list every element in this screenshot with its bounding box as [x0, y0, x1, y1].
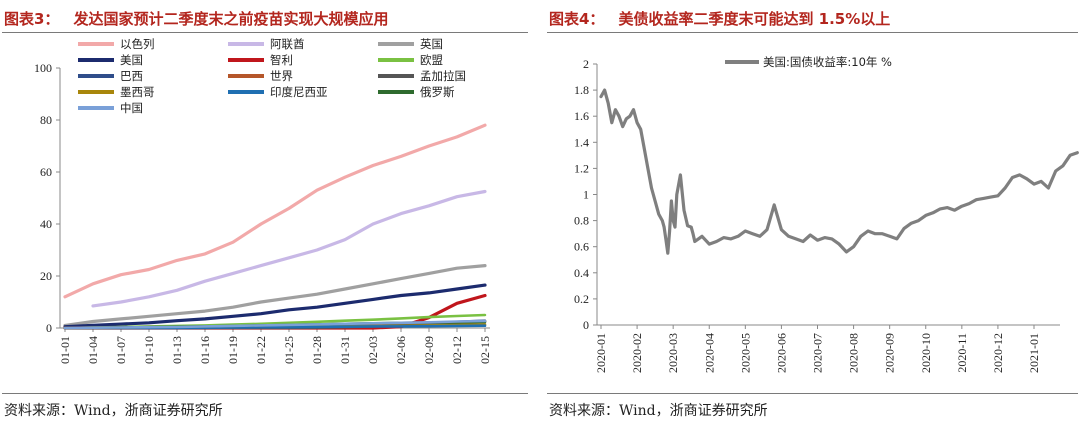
left-x-tick-label: 01-25 — [282, 336, 296, 364]
left-legend-label-2: 阿联酋 — [270, 37, 305, 51]
left-x-tick-label: 02-03 — [366, 336, 380, 364]
left-x-tick-label: 01-28 — [310, 336, 324, 364]
left-title-rule — [2, 32, 528, 33]
right-legend-label: 美国:国债收益率:10年 % — [763, 55, 892, 69]
left-legend-label-12: 俄罗斯 — [420, 85, 455, 99]
left-x-tick-label: 02-12 — [450, 336, 464, 364]
left-x-tick-label: 02-15 — [478, 336, 492, 364]
left-y-tick-label: 20 — [40, 269, 52, 283]
right-x-tick-label: 2020-12 — [991, 333, 1005, 373]
right-x-tick-label: 2020-02 — [630, 333, 644, 373]
right-x-tick-label: 2020-05 — [738, 333, 752, 373]
left-source-note: 资料来源：Wind，浙商证券研究所 — [4, 403, 223, 419]
left-series-line-1 — [63, 123, 487, 299]
left-series-line-13 — [63, 319, 487, 330]
left-figure-title: 图表3： 发达国家预计二季度末之前疫苗实现大规模应用 — [4, 8, 388, 29]
left-y-tick-label: 60 — [40, 165, 52, 179]
left-series-line-3 — [63, 264, 487, 327]
left-x-tick-label: 01-31 — [338, 336, 352, 364]
right-y-tick-label: 1.4 — [574, 135, 589, 149]
left-x-tick-label: 02-09 — [422, 336, 436, 364]
right-figure-number: 图表4： — [549, 10, 605, 28]
left-legend-label-7: 巴西 — [120, 69, 143, 83]
right-y-tick-label: 1.8 — [574, 83, 589, 97]
right-figure-title-text: 美债收益率二季度末可能达到 1.5%以上 — [618, 10, 891, 28]
right-y-tick-label: 0.6 — [574, 240, 589, 254]
left-y-tick-label: 0 — [46, 321, 52, 335]
right-y-tick-label: 1.6 — [574, 109, 589, 123]
left-x-tick-label: 01-19 — [226, 336, 240, 364]
vaccination-line-chart: 0 20 40 60 80 100 01-01 01-04 01-07 01-10 01-13 01-… — [34, 37, 492, 364]
right-series-line-yield — [599, 88, 1079, 255]
left-figure-number: 图表3： — [4, 10, 60, 28]
left-figure-title-text: 发达国家预计二季度末之前疫苗实现大规模应用 — [73, 10, 389, 28]
left-x-tick-label: 01-13 — [170, 336, 184, 364]
treasury-yield-line-chart: 0 0.2 0.4 0.6 0.8 1 1.2 1.4 1.6 1.8 2 2020-01 2020-0… — [574, 55, 1079, 373]
left-legend-label-8: 世界 — [270, 69, 293, 83]
right-y-tick-label: 0.2 — [574, 292, 589, 306]
right-y-tick-label: 1.2 — [574, 161, 589, 175]
right-x-tick-label: 2020-03 — [666, 333, 680, 373]
left-legend-label-11: 印度尼西亚 — [270, 85, 328, 99]
right-x-tick-label: 2020-07 — [811, 333, 825, 373]
right-figure-panel: 图表4： 美债收益率二季度末可能达到 1.5%以上 0 0.2 0.4 0.6 0.8 1 1… — [545, 0, 1080, 426]
left-y-tick-label: 80 — [40, 113, 52, 127]
left-legend-label-3: 英国 — [420, 37, 443, 51]
right-y-tick-label: 2 — [583, 57, 589, 71]
left-x-tick-label: 01-22 — [254, 336, 268, 364]
left-legend-label-4: 美国 — [120, 53, 143, 67]
left-x-tick-label: 01-01 — [58, 336, 72, 364]
left-figure-panel: 图表3： 发达国家预计二季度末之前疫苗实现大规模应用 0 20 40 60 80 100 01… — [0, 0, 530, 426]
right-x-tick-label: 2020-06 — [774, 333, 788, 373]
left-legend-label-10: 墨西哥 — [120, 85, 155, 99]
left-legend-label-5: 智利 — [270, 53, 293, 67]
left-x-tick-label: 01-16 — [198, 336, 212, 364]
left-series-line-2 — [91, 189, 487, 308]
left-series-line-4 — [63, 283, 487, 329]
left-x-tick-label: 01-10 — [142, 336, 156, 364]
right-x-tick-label: 2020-11 — [955, 333, 969, 373]
right-y-tick-label: 0.8 — [574, 214, 589, 228]
right-x-tick-label: 2020-01 — [594, 333, 608, 373]
left-y-tick-label: 40 — [40, 217, 52, 231]
right-source-rule — [547, 393, 1078, 394]
left-legend-label-6: 欧盟 — [420, 53, 443, 67]
left-y-tick-label: 100 — [34, 61, 52, 75]
left-x-tick-label: 02-06 — [394, 336, 408, 364]
left-x-tick-label: 01-07 — [114, 336, 128, 364]
left-legend-label-1: 以色列 — [120, 37, 155, 51]
right-x-tick-label: 2021-01 — [1027, 333, 1041, 373]
right-y-tick-label: 1 — [583, 188, 589, 202]
left-x-tick-label: 01-04 — [86, 336, 100, 364]
right-x-tick-label: 2020-10 — [919, 333, 933, 373]
right-figure-title: 图表4： 美债收益率二季度末可能达到 1.5%以上 — [549, 8, 890, 29]
right-y-tick-label: 0.4 — [574, 266, 589, 280]
left-legend-label-13: 中国 — [120, 101, 143, 115]
right-y-tick-label: 0 — [583, 318, 589, 332]
right-x-tick-label: 2020-04 — [702, 333, 716, 373]
right-title-rule — [547, 32, 1078, 33]
left-legend-label-9: 孟加拉国 — [420, 69, 466, 83]
left-source-rule — [2, 393, 528, 394]
right-x-tick-label: 2020-08 — [847, 333, 861, 373]
right-source-note: 资料来源：Wind，浙商证券研究所 — [549, 403, 768, 419]
right-x-tick-label: 2020-09 — [883, 333, 897, 373]
